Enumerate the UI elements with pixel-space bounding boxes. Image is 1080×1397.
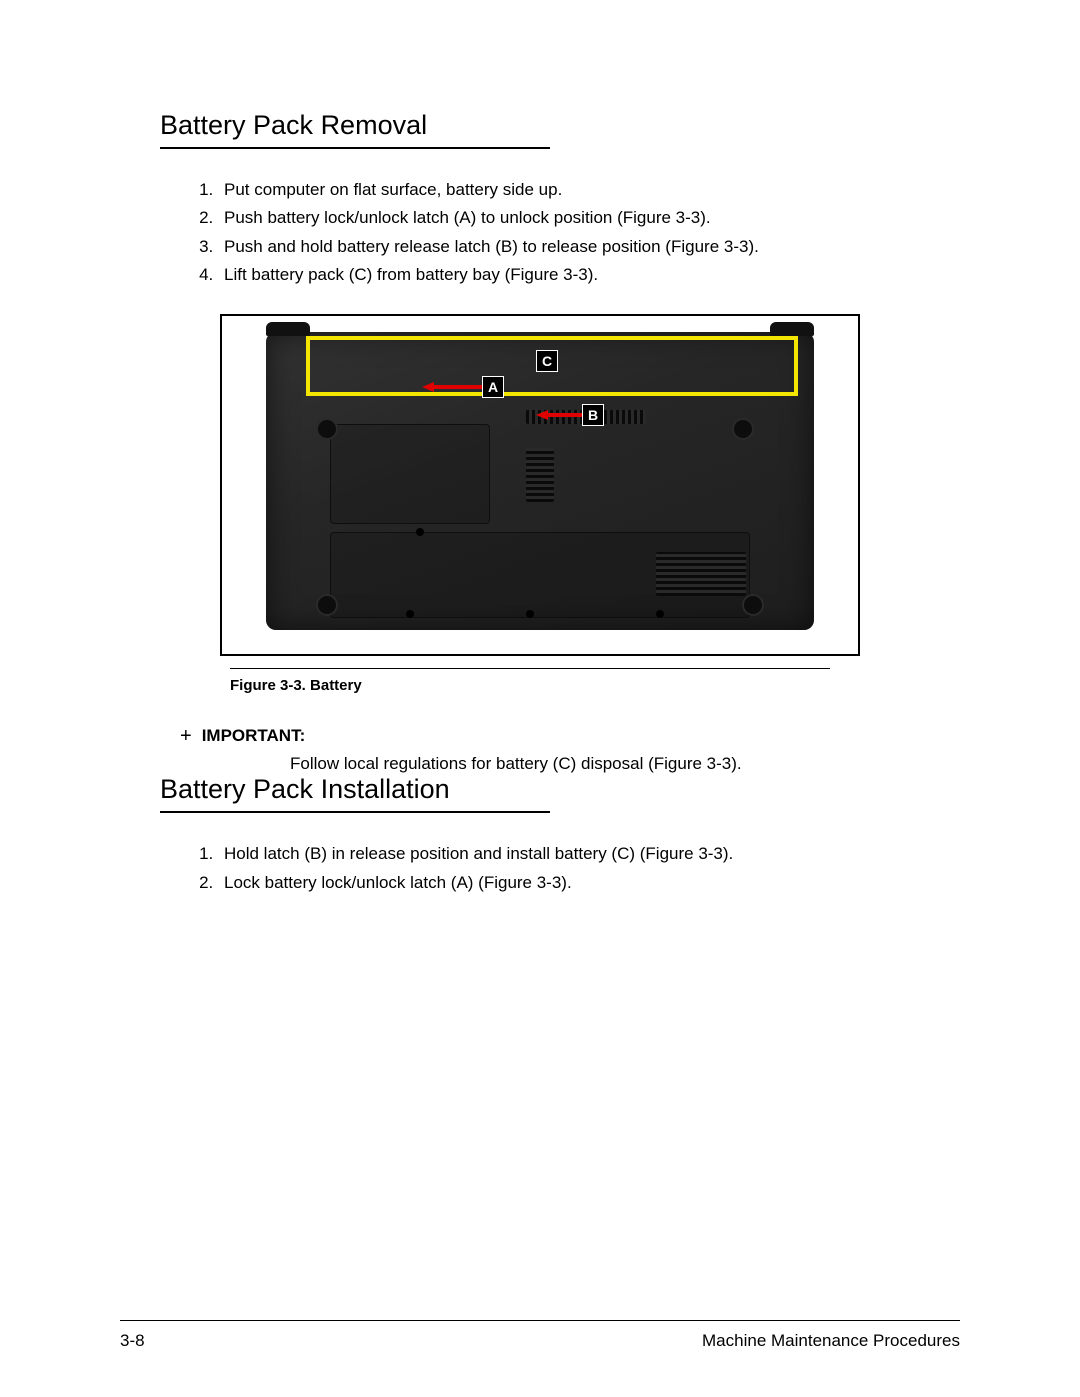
figure-caption: Figure 3-3. Battery <box>230 677 960 694</box>
callout-b: B <box>582 404 604 426</box>
access-panel <box>330 424 490 524</box>
hinge <box>770 322 814 336</box>
vent <box>656 552 746 596</box>
section1-title: Battery Pack Removal <box>160 110 960 141</box>
callout-c: C <box>536 350 558 372</box>
list-item: Push battery lock/unlock latch (A) to un… <box>218 205 960 231</box>
caption-rule <box>230 668 830 669</box>
page-number: 3-8 <box>120 1331 145 1351</box>
section2-steps: Hold latch (B) in release position and i… <box>190 841 960 896</box>
list-item: Push and hold battery release latch (B) … <box>218 234 960 260</box>
hinge <box>266 322 310 336</box>
callout-a: A <box>482 376 504 398</box>
rubber-foot <box>744 596 762 614</box>
page-footer: 3-8 Machine Maintenance Procedures <box>120 1331 960 1351</box>
section2-rule <box>160 811 550 813</box>
laptop-underside: C A B <box>236 326 844 636</box>
important-label: IMPORTANT: <box>202 726 306 746</box>
vent <box>526 448 554 502</box>
list-item: Lock battery lock/unlock latch (A) (Figu… <box>218 870 960 896</box>
important-text: Follow local regulations for battery (C)… <box>290 754 960 774</box>
list-item: Lift battery pack (C) from battery bay (… <box>218 262 960 288</box>
document-page: Battery Pack Removal Put computer on fla… <box>0 0 1080 1397</box>
section1-rule <box>160 147 550 149</box>
figure-3-3: C A B <box>220 314 860 656</box>
figure-frame: C A B <box>220 314 860 656</box>
doc-title: Machine Maintenance Procedures <box>702 1331 960 1351</box>
section1-steps: Put computer on flat surface, battery si… <box>190 177 960 288</box>
list-item: Put computer on flat surface, battery si… <box>218 177 960 203</box>
plus-icon: + <box>180 725 192 748</box>
footer-rule <box>120 1320 960 1321</box>
rubber-foot <box>734 420 752 438</box>
section2-title: Battery Pack Installation <box>160 774 960 805</box>
list-item: Hold latch (B) in release position and i… <box>218 841 960 867</box>
important-note: + IMPORTANT: Follow local regulations fo… <box>120 718 960 774</box>
